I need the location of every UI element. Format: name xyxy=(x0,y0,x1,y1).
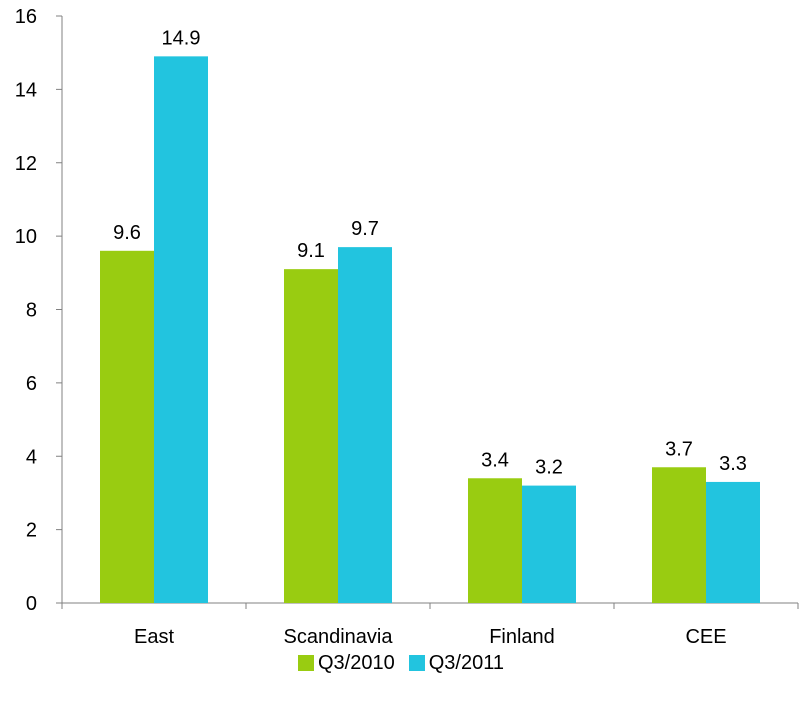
bar-q3-2011-cee xyxy=(706,481,760,603)
x-tick-label: CEE xyxy=(685,626,726,648)
bar-q3-2010-cee xyxy=(652,467,706,603)
x-tick-label: Scandinavia xyxy=(284,626,394,648)
data-label: 3.3 xyxy=(719,453,747,475)
y-tick-label: 16 xyxy=(15,6,37,28)
legend: Q3/2010 Q3/2011 xyxy=(0,648,802,678)
data-label: 3.4 xyxy=(481,449,509,471)
bar-q3-2010-finland xyxy=(468,478,522,603)
legend-item-q3-2011: Q3/2011 xyxy=(408,651,504,675)
x-axis: East Scandinavia Finland CEE xyxy=(61,602,799,648)
data-label: 3.7 xyxy=(665,438,693,460)
bar-q3-2011-scandinavia xyxy=(338,247,392,603)
x-tick-label: East xyxy=(134,626,174,648)
y-tick-label: 0 xyxy=(26,593,37,615)
y-axis: 0 2 4 6 8 10 12 14 16 xyxy=(15,6,63,615)
bar-q3-2010-scandinavia xyxy=(284,269,338,603)
y-tick-label: 14 xyxy=(15,79,37,101)
legend-label-q3-2010: Q3/2010 xyxy=(318,651,395,674)
bar-q3-2011-east xyxy=(154,56,208,603)
y-tick-label: 4 xyxy=(26,446,37,468)
data-labels: 9.6 9.1 3.4 3.7 14.9 9.7 3.2 3.3 xyxy=(113,27,747,478)
legend-swatch-q3-2011 xyxy=(408,655,425,671)
data-label: 3.2 xyxy=(535,457,563,479)
y-tick-label: 2 xyxy=(26,520,37,542)
y-tick-label: 8 xyxy=(26,300,37,322)
legend-swatch-q3-2010 xyxy=(298,655,314,671)
legend-label-q3-2011: Q3/2011 xyxy=(428,651,504,674)
data-label: 9.6 xyxy=(113,222,141,244)
legend-item-q3-2010: Q3/2010 xyxy=(298,652,395,675)
data-label: 9.7 xyxy=(351,218,379,240)
y-tick-label: 12 xyxy=(15,153,37,175)
y-tick-label: 6 xyxy=(26,373,37,395)
bars xyxy=(100,56,760,604)
data-label: 14.9 xyxy=(162,27,201,49)
bar-q3-2011-finland xyxy=(522,485,576,603)
x-tick-label: Finland xyxy=(489,626,555,648)
bar-q3-2010-east xyxy=(100,250,154,604)
data-label: 9.1 xyxy=(297,240,325,262)
y-tick-label: 10 xyxy=(15,226,37,248)
